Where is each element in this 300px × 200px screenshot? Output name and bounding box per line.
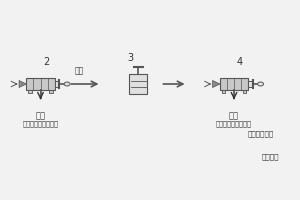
- Text: 滤液: 滤液: [75, 66, 84, 75]
- Polygon shape: [19, 80, 26, 88]
- Bar: [243, 90, 246, 93]
- Bar: [129, 74, 147, 94]
- Text: 3: 3: [128, 53, 134, 63]
- Bar: [26, 78, 55, 90]
- Bar: [220, 78, 248, 90]
- Bar: [28, 90, 32, 93]
- Text: （去中和渣尾矿库）: （去中和渣尾矿库）: [216, 120, 252, 127]
- Circle shape: [258, 82, 263, 86]
- Text: 2: 2: [44, 57, 50, 67]
- Bar: [49, 90, 53, 93]
- Polygon shape: [213, 80, 220, 88]
- Text: 4: 4: [237, 57, 243, 67]
- Bar: [222, 90, 225, 93]
- Text: 滤饵: 滤饵: [229, 111, 239, 120]
- Text: （去中和渣尾矿库）: （去中和渣尾矿库）: [22, 120, 58, 127]
- Bar: [55, 81, 59, 87]
- Bar: [248, 81, 253, 87]
- Text: （返回）: （返回）: [261, 153, 279, 160]
- Circle shape: [64, 82, 70, 86]
- Text: 硫酸镁结晶体: 硫酸镁结晶体: [248, 130, 274, 137]
- Text: 滤饵: 滤饵: [35, 111, 46, 120]
